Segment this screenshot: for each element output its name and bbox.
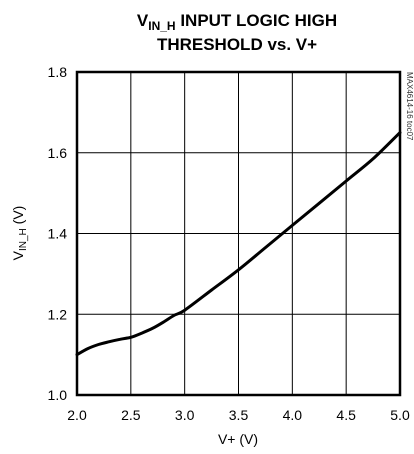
side-label: MAX4614-16 toc07 [405,72,414,141]
y-tick-label: 1.6 [48,145,68,161]
x-tick-label: 4.0 [283,407,303,423]
chart-title-line2: THRESHOLD vs. V+ [157,35,317,54]
y-axis-label-main: V [10,250,26,260]
x-tick-label: 2.5 [121,407,141,423]
y-axis-label-rest: (V) [10,206,26,229]
plot-frame [75,70,402,397]
y-tick-label: 1.4 [48,226,68,242]
chart-title-line1: VIN_H INPUT LOGIC HIGH [137,11,337,33]
y-tick-labels: 1.0 1.2 1.4 1.6 1.8 [48,64,68,403]
title-rest: INPUT LOGIC HIGH [176,11,338,30]
x-axis-label: V+ (V) [218,431,258,447]
y-tick-label: 1.2 [48,306,68,322]
title-v: V [137,11,149,30]
x-tick-label: 3.5 [229,407,249,423]
y-tick-label: 1.0 [48,387,68,403]
title-subscript: IN_H [148,19,175,33]
series-line [75,131,402,357]
y-axis-label: VIN_H (V) [10,206,29,261]
grid [77,72,400,395]
x-tick-label: 5.0 [390,407,410,423]
x-tick-label: 3.0 [175,407,195,423]
y-axis-label-sub: IN_H [18,228,29,251]
x-tick-label: 2.0 [67,407,87,423]
y-tick-label: 1.8 [48,64,68,80]
x-tick-labels: 2.0 2.5 3.0 3.5 4.0 4.5 5.0 [67,407,410,423]
x-tick-label: 4.5 [336,407,356,423]
